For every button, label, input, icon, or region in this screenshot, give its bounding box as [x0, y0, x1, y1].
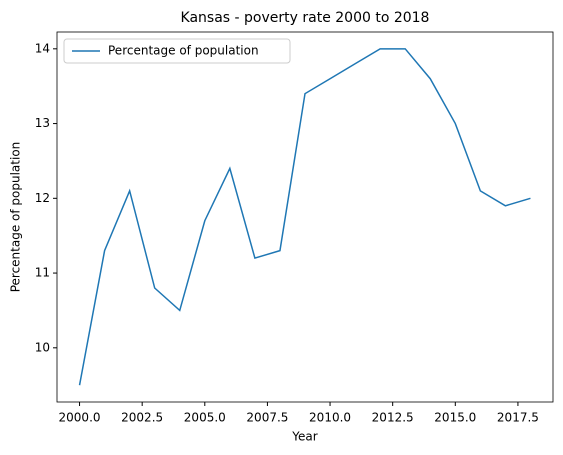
x-tick-label: 2017.5: [497, 411, 539, 425]
x-tick-label: 2002.5: [121, 411, 163, 425]
y-tick-label: 10: [35, 340, 50, 354]
x-tick-label: 2015.0: [434, 411, 476, 425]
x-tick-label: 2012.5: [372, 411, 414, 425]
y-axis-label: Percentage of population: [9, 142, 23, 293]
y-tick-label: 12: [35, 191, 50, 205]
legend-label: Percentage of population: [108, 44, 259, 58]
y-tick-label: 11: [35, 266, 50, 280]
y-tick-label: 13: [35, 116, 50, 130]
legend-box: [63, 38, 291, 64]
x-tick-label: 2005.0: [184, 411, 226, 425]
chart-title: Kansas - poverty rate 2000 to 2018: [181, 10, 430, 26]
y-tick-label: 14: [35, 41, 50, 55]
x-tick-label: 2007.5: [246, 411, 288, 425]
x-axis-label: Year: [291, 430, 317, 444]
x-tick-label: 2000.0: [59, 411, 101, 425]
line-series: [78, 48, 531, 386]
x-tick-label: 2010.0: [309, 411, 351, 425]
plot-frame: [56, 31, 554, 403]
